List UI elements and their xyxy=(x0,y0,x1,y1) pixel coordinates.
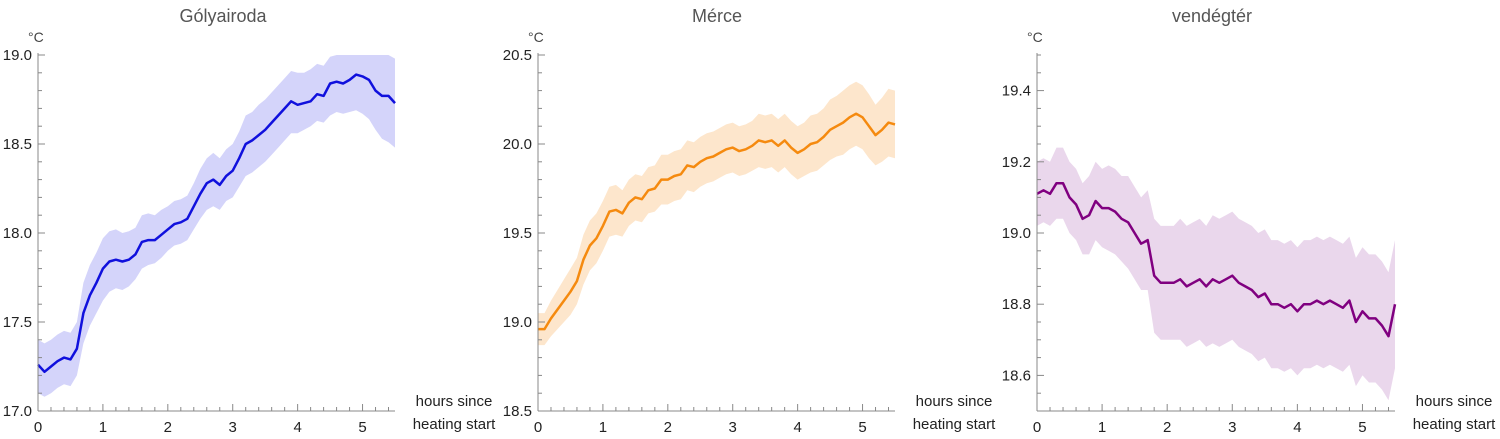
x-tick-label: 3 xyxy=(1228,419,1236,436)
x-tick-label: 2 xyxy=(664,419,672,436)
x-tick-label: 0 xyxy=(34,419,42,436)
y-tick-label: 19.4 xyxy=(1002,83,1031,100)
y-tick-label: 18.5 xyxy=(503,403,532,420)
x-axis-label: heating start xyxy=(913,416,996,433)
y-tick-label: 17.0 xyxy=(3,403,32,420)
y-tick-label: 19.0 xyxy=(503,314,532,331)
x-axis-label: heating start xyxy=(413,416,496,433)
x-tick-label: 4 xyxy=(793,419,801,436)
y-tick-label: 19.0 xyxy=(3,47,32,64)
confidence-band xyxy=(538,81,895,346)
x-tick-label: 5 xyxy=(358,419,366,436)
y-tick-label: 20.5 xyxy=(503,47,532,64)
x-tick-label: 1 xyxy=(599,419,607,436)
x-axis-label: hours since xyxy=(1416,393,1493,410)
x-tick-label: 5 xyxy=(858,419,866,436)
x-axis-label: heating start xyxy=(1413,416,1496,433)
x-tick-label: 3 xyxy=(229,419,237,436)
chart-title: Gólyairoda xyxy=(179,6,267,26)
chart-title: vendégtér xyxy=(1172,6,1252,26)
confidence-band xyxy=(38,55,395,397)
x-axis-label: hours since xyxy=(416,393,493,410)
y-tick-label: 19.2 xyxy=(1002,154,1031,171)
y-axis-unit-label: °C xyxy=(528,29,544,45)
x-tick-label: 0 xyxy=(534,419,542,436)
y-tick-label: 17.5 xyxy=(3,314,32,331)
chart-panel-2: Mérce °C 18.5 19.0 19.5 20.0 20.5 0 1 2 3 4 5 hours s… xyxy=(503,6,996,436)
y-tick-label: 18.0 xyxy=(3,225,32,242)
y-axis-unit-label: °C xyxy=(28,29,44,45)
x-tick-label: 2 xyxy=(164,419,172,436)
x-tick-label: 2 xyxy=(1163,419,1171,436)
y-axis-unit-label: °C xyxy=(1027,29,1043,45)
x-tick-label: 1 xyxy=(99,419,107,436)
y-tick-label: 18.5 xyxy=(3,136,32,153)
y-tick-label: 19.0 xyxy=(1002,225,1031,242)
x-tick-label: 4 xyxy=(1293,419,1301,436)
x-tick-label: 0 xyxy=(1033,419,1041,436)
chart-panel-1: Gólyairoda °C 17.0 17.5 18.0 18.5 19.0 0 1 2 3 4 5 ho… xyxy=(3,6,496,436)
x-tick-label: 1 xyxy=(1098,419,1106,436)
x-tick-label: 5 xyxy=(1358,419,1366,436)
series-line xyxy=(1036,181,1397,338)
y-tick-label: 19.5 xyxy=(503,225,532,242)
chart-title: Mérce xyxy=(692,6,742,26)
y-tick-label: 18.6 xyxy=(1002,367,1031,384)
series-line xyxy=(538,112,896,331)
y-tick-label: 20.0 xyxy=(503,136,532,153)
confidence-band xyxy=(1037,147,1395,401)
x-tick-label: 4 xyxy=(293,419,301,436)
chart-panel-3: vendégtér °C 18.6 18.8 19.0 19.2 19.4 0 1 2 3 4 5 hou… xyxy=(1002,6,1496,436)
x-tick-label: 3 xyxy=(729,419,737,436)
series-line xyxy=(37,73,396,374)
x-axis-label: hours since xyxy=(916,393,993,410)
y-tick-label: 18.8 xyxy=(1002,296,1031,313)
